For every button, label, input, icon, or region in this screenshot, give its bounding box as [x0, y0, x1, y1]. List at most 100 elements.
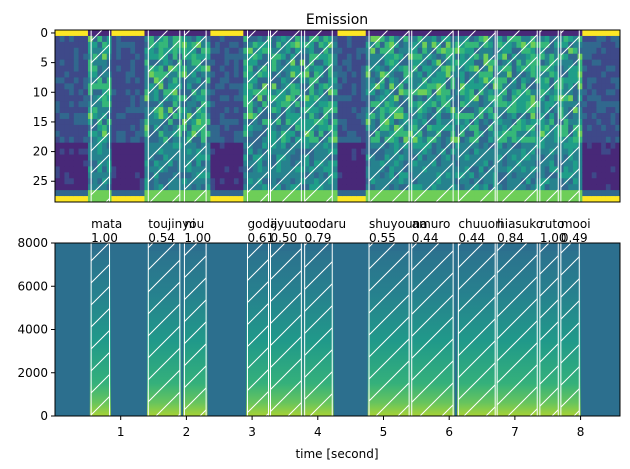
emission-cell: [615, 83, 620, 90]
emission-cell: [361, 166, 367, 173]
emission-cell: [361, 142, 367, 150]
emission-cell: [605, 196, 611, 202]
emission-cell: [144, 65, 150, 72]
emission-cell: [233, 101, 240, 108]
emission-cell: [78, 148, 84, 155]
emission-cell: [615, 53, 620, 61]
emission-cell: [144, 83, 150, 90]
emission-cell: [337, 53, 343, 61]
spectrogram-x-ticks: 1 2 3 4 5 6 7 8: [117, 416, 584, 439]
emission-cell: [83, 47, 89, 55]
emission-cell: [337, 172, 343, 179]
emission-cell: [69, 196, 75, 202]
emission-cell: [205, 130, 211, 138]
emission-cell: [224, 30, 230, 37]
emission-cell: [587, 53, 593, 61]
emission-cell: [408, 53, 414, 61]
emission-cell: [233, 130, 240, 138]
emission-cell: [332, 113, 338, 120]
emission-cell: [111, 130, 117, 138]
emission-axes-frame: [54, 29, 621, 203]
emission-cell: [87, 190, 94, 197]
emission-cell: [233, 154, 240, 161]
emission-cell: [266, 136, 272, 144]
emission-cell: [299, 142, 305, 150]
segment-hatch: [539, 30, 559, 202]
emission-cell: [139, 130, 145, 138]
emission-cell: [59, 154, 65, 161]
emission-cell: [342, 95, 348, 102]
emission-cell: [224, 53, 230, 61]
emission-cell: [299, 196, 305, 202]
emission-cell: [299, 130, 305, 138]
emission-cell: [135, 65, 141, 72]
emission-cell: [238, 77, 244, 84]
emission-cell: [59, 107, 65, 114]
emission-cell: [408, 47, 414, 55]
x-axis-label: time [second]: [295, 447, 378, 461]
emission-cell: [210, 77, 216, 84]
emission-cell: [139, 160, 145, 167]
emission-cell: [116, 47, 122, 55]
emission-cell: [78, 172, 84, 179]
emission-cell: [342, 101, 348, 108]
emission-cell: [605, 77, 611, 84]
emission-cell: [587, 184, 593, 191]
emission-cell: [116, 30, 122, 37]
emission-cell: [120, 47, 127, 55]
emission-cell: [615, 196, 620, 202]
emission-cell: [605, 65, 611, 72]
emission-cell: [615, 118, 620, 126]
emission-cell: [111, 172, 117, 179]
emission-cell: [135, 53, 141, 61]
emission-cell: [356, 41, 362, 49]
emission-cell: [87, 107, 94, 114]
emission-cell: [125, 178, 131, 185]
emission-cell: [605, 59, 611, 66]
emission-cell: [610, 35, 616, 43]
emission-cell: [332, 196, 338, 202]
emission-cell: [111, 160, 117, 167]
emission-cell: [205, 65, 211, 72]
emission-cell: [243, 35, 249, 43]
emission-cell: [601, 41, 607, 49]
emission-cell: [596, 142, 602, 150]
emission-cell: [73, 53, 79, 61]
emission-cell: [535, 166, 541, 173]
emission-cell: [139, 172, 145, 179]
emission-cell: [59, 190, 65, 197]
emission-cell: [591, 130, 597, 138]
emission-cell: [332, 30, 338, 37]
emission-cell: [111, 184, 117, 191]
emission-cell: [615, 65, 620, 72]
emission-cell: [361, 124, 367, 132]
emission-cell: [78, 101, 84, 108]
emission-cell: [125, 83, 131, 90]
emission-cell: [120, 166, 127, 173]
emission-cell: [596, 178, 602, 185]
emission-cell: [455, 77, 461, 84]
emission-cell: [224, 196, 230, 202]
emission-cell: [125, 77, 131, 84]
emission-cell: [205, 71, 211, 78]
emission-cell: [365, 166, 371, 173]
emission-cell: [266, 59, 272, 66]
emission-cell: [125, 190, 131, 197]
emission-cell: [78, 113, 84, 120]
emission-cell: [332, 41, 338, 49]
emission-cell: [120, 178, 127, 185]
emission-cell: [299, 107, 305, 114]
emission-cell: [69, 172, 75, 179]
emission-cell: [224, 160, 230, 167]
emission-cell: [224, 71, 230, 78]
emission-cell: [351, 118, 357, 126]
emission-cell: [233, 35, 240, 43]
emission-cell: [205, 190, 211, 197]
emission-cell: [139, 154, 145, 161]
emission-cell: [116, 166, 122, 173]
emission-cell: [582, 71, 588, 78]
emission-cell: [125, 166, 131, 173]
y-tick-label: 5: [40, 56, 48, 70]
emission-cell: [83, 148, 89, 155]
emission-cell: [346, 47, 353, 55]
